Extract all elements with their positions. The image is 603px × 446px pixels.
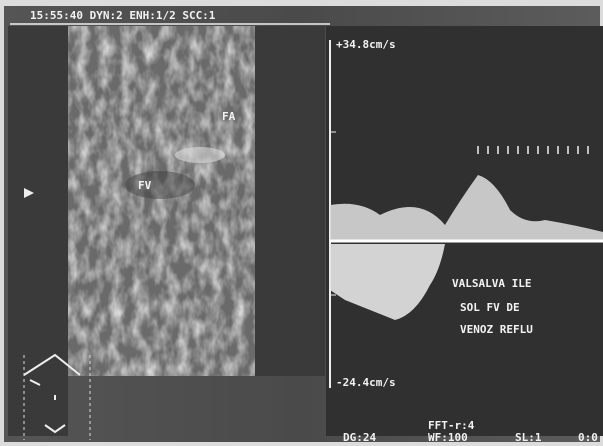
bmode-speckle	[68, 26, 255, 376]
annotation: SOL FV DE	[460, 301, 520, 314]
bmode-side	[8, 26, 68, 436]
footer-setting: WF:100	[428, 431, 468, 444]
bmode-side	[255, 26, 325, 376]
ultrasound-screen: 15:55:40 DYN:2 ENH:1/2 SCC:1 FA FV +34.8…	[0, 0, 603, 446]
footer-setting: 0:0	[578, 431, 598, 444]
annotation: VENOZ REFLU	[460, 323, 533, 336]
velocity-scale: +34.8cm/s	[336, 38, 396, 51]
status-bar: 15:55:40 DYN:2 ENH:1/2 SCC:1	[30, 9, 216, 22]
annotation: VALSALVA ILE	[452, 277, 531, 290]
image-label: FV	[138, 179, 152, 192]
footer-setting: SL:1	[515, 431, 542, 444]
footer-setting: DG:24	[343, 431, 376, 444]
vessel-wall	[175, 147, 225, 163]
velocity-scale: -24.4cm/s	[336, 376, 396, 389]
image-label: FA	[222, 110, 236, 123]
vessel-lumen	[125, 171, 195, 199]
